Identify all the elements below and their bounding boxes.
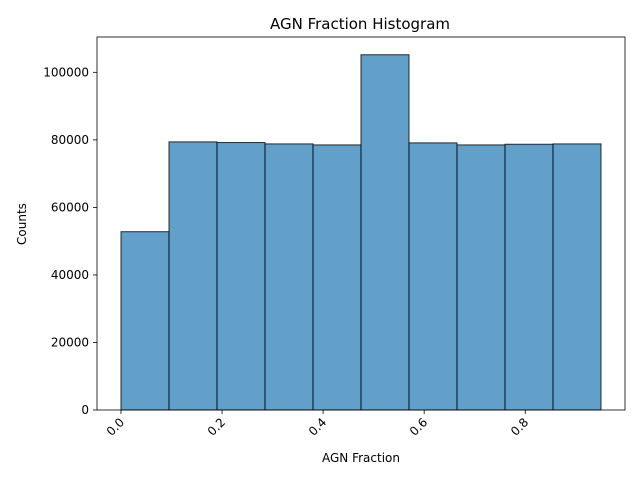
histogram-bar bbox=[216, 142, 266, 411]
histogram-bar bbox=[168, 141, 218, 411]
histogram-bar bbox=[552, 143, 602, 411]
histogram-bar bbox=[264, 143, 314, 411]
histogram-bar bbox=[456, 144, 506, 411]
histogram-bar bbox=[120, 231, 170, 411]
y-axis-label: Counts bbox=[15, 203, 29, 245]
x-tick-label: 0.2 bbox=[205, 415, 228, 438]
x-tick-label: 0.8 bbox=[508, 415, 531, 438]
y-tick-label: 20000 bbox=[51, 335, 89, 349]
histogram-bar bbox=[312, 144, 362, 411]
chart-title: AGN Fraction Histogram bbox=[270, 15, 450, 33]
y-ticks-group: 0 20000 40000 60000 80000 100000 bbox=[43, 65, 97, 417]
histogram-bar bbox=[408, 142, 458, 411]
plot-frame bbox=[96, 36, 626, 411]
y-tick-label: 60000 bbox=[51, 200, 89, 214]
histogram-bar bbox=[504, 143, 554, 411]
y-tick-label: 100000 bbox=[43, 65, 89, 79]
y-tick-label: 80000 bbox=[51, 133, 89, 147]
x-tick-label: 0.6 bbox=[407, 415, 430, 438]
x-tick-label: 0.0 bbox=[104, 415, 127, 438]
histogram-bar bbox=[360, 54, 410, 411]
x-axis-label: AGN Fraction bbox=[322, 451, 400, 465]
x-ticks-group: 0.0 0.2 0.4 0.6 0.8 bbox=[104, 410, 531, 439]
x-tick-label: 0.4 bbox=[306, 415, 329, 438]
bars-group bbox=[120, 54, 602, 411]
y-tick-label: 0 bbox=[81, 403, 89, 417]
y-tick-label: 40000 bbox=[51, 268, 89, 282]
